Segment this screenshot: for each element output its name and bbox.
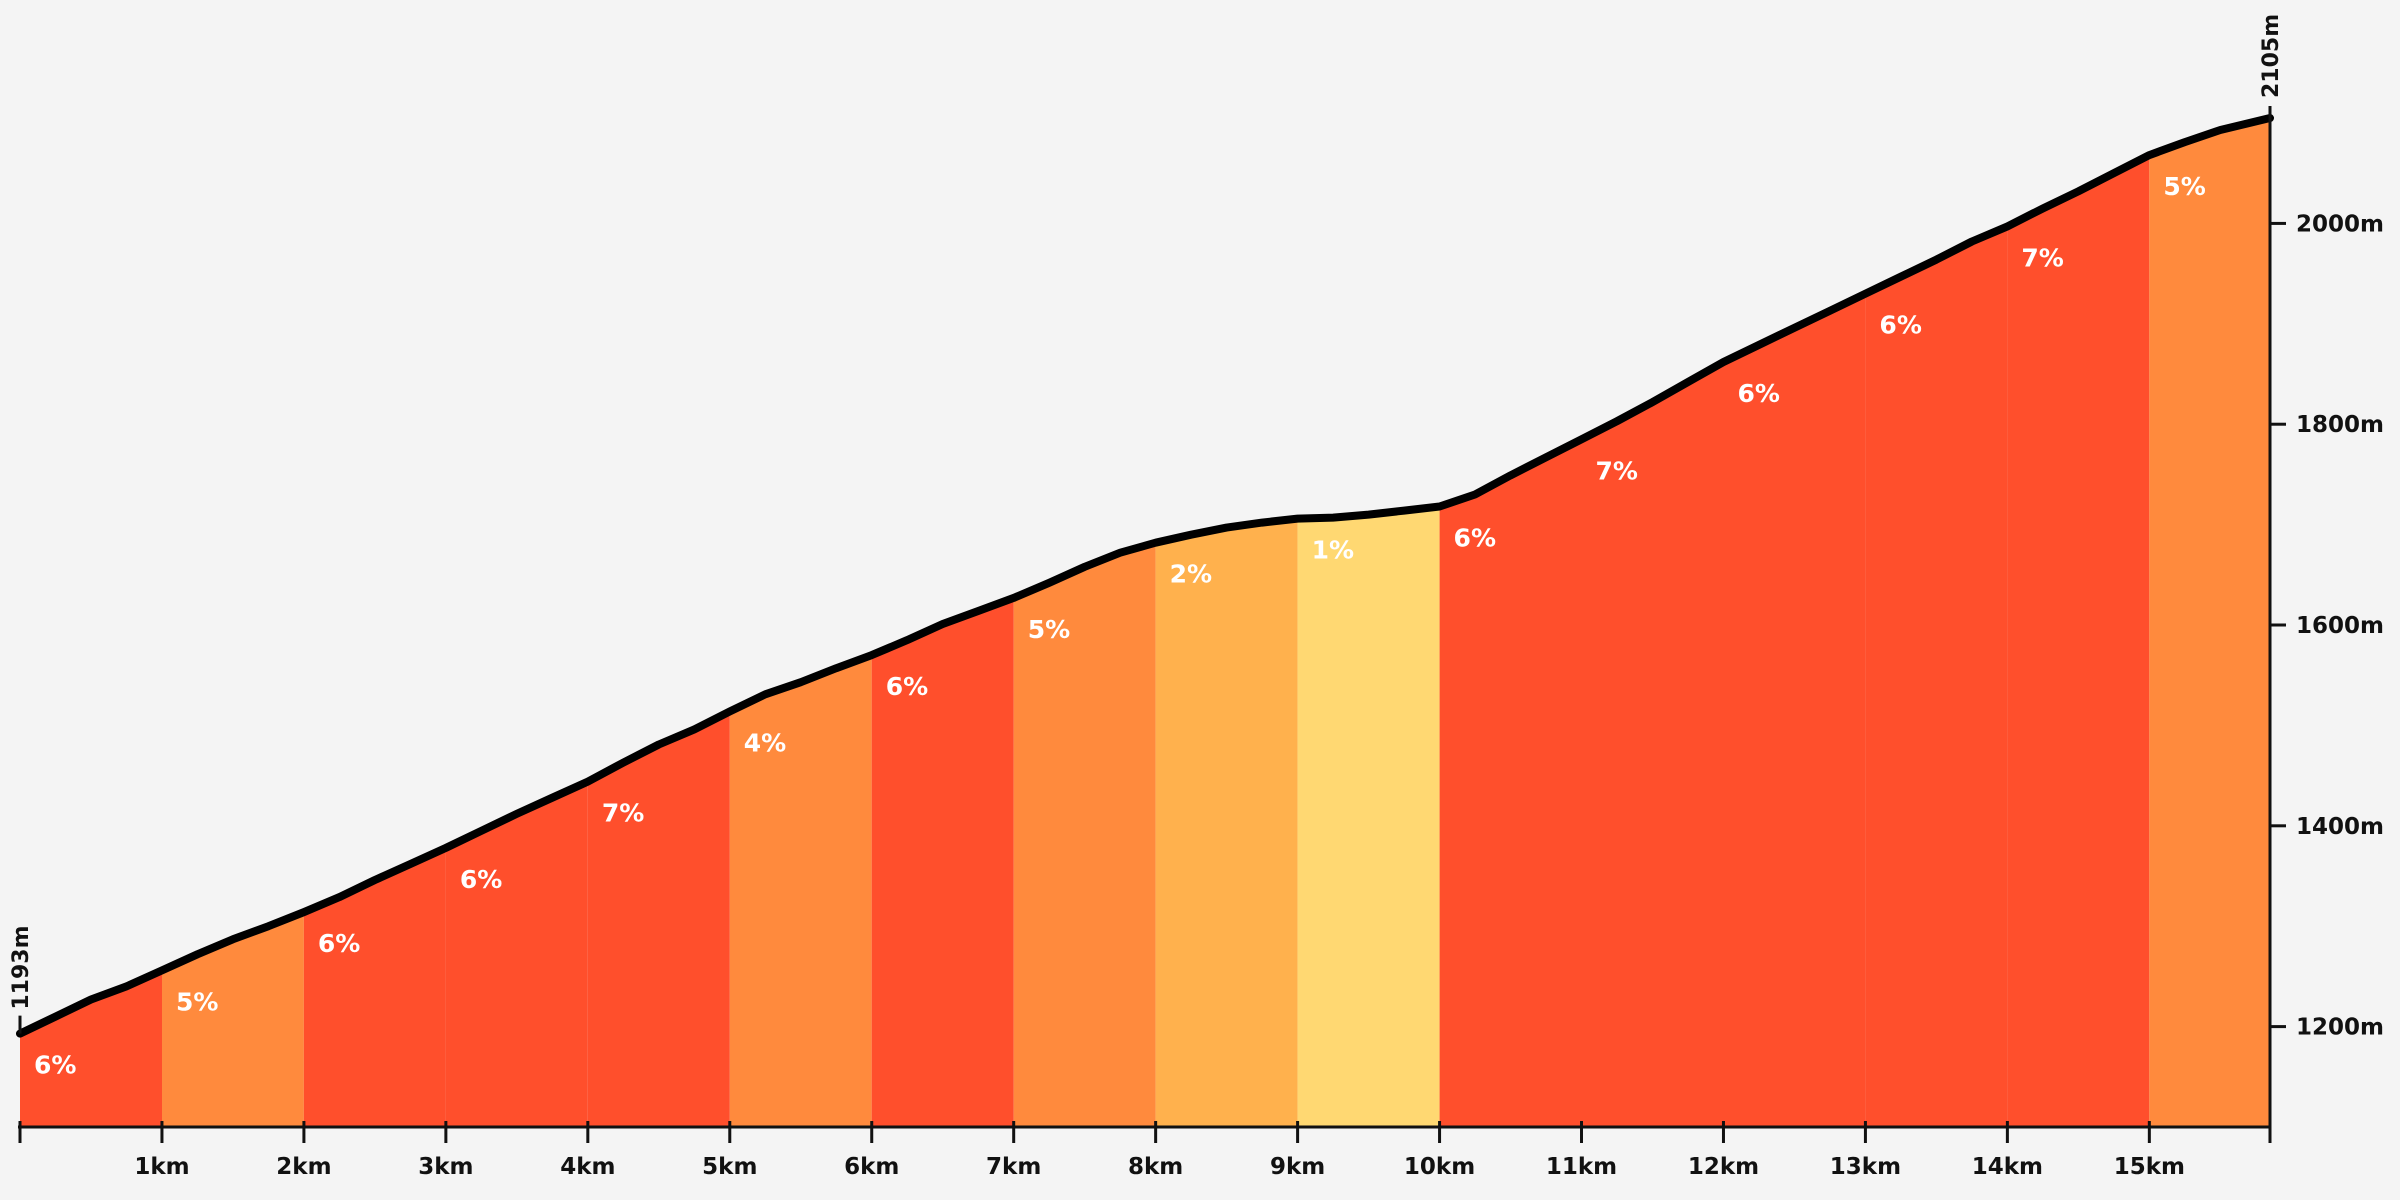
grade-labels: 6% 5% 6% 6% 7% 4% 6% 5% 2% 1% 6% 7% 6% 6% 7% 5% <box>34 172 2206 1079</box>
gradient-segment-10 <box>1297 506 1440 1127</box>
grade-label-15: 7% <box>2021 243 2063 272</box>
grade-label-14: 6% <box>1879 311 1921 340</box>
grade-label-3: 6% <box>318 929 360 958</box>
x-tick-label: 13km <box>1830 1154 1901 1180</box>
x-tick-label: 2km <box>276 1154 331 1180</box>
start-elevation-label: 1193m <box>9 925 34 1009</box>
y-tick-label: 2000m <box>2296 211 2384 237</box>
gradient-segment-1 <box>20 970 162 1127</box>
x-tick-label: 10km <box>1404 1154 1475 1180</box>
gradient-segment-6 <box>729 655 872 1127</box>
gradient-segment-14 <box>1865 226 2008 1127</box>
grade-label-11: 6% <box>1454 524 1496 553</box>
elevation-line <box>16 114 2274 1038</box>
y-tick-label: 1800m <box>2296 412 2384 438</box>
gradient-segments <box>20 118 2270 1128</box>
endpoint-labels: 1193m 2105m <box>9 14 2284 1034</box>
y-axis: 1200m 1400m 1600m 1800m 2000m <box>2268 106 2384 1143</box>
x-tick-label: 4km <box>560 1154 615 1180</box>
gradient-segment-11 <box>1439 439 1582 1127</box>
grade-label-9: 2% <box>1170 560 1212 589</box>
elevation-line-layer <box>16 114 2274 1038</box>
x-tick-label: 1km <box>134 1154 189 1180</box>
grade-label-8: 5% <box>1028 615 1070 644</box>
grade-label-12: 7% <box>1596 456 1638 485</box>
grade-label-10: 1% <box>1312 536 1354 565</box>
gradient-segment-2 <box>162 912 304 1127</box>
gradient-segment-12 <box>1581 362 1724 1127</box>
grade-label-5: 7% <box>602 799 644 828</box>
gradient-segment-16 <box>2149 118 2270 1127</box>
gradient-segment-8 <box>1013 542 1156 1127</box>
x-tick-label: 11km <box>1546 1154 1617 1180</box>
grade-label-13: 6% <box>1737 379 1779 408</box>
x-axis: 1km 2km 3km 4km 5km 6km 7km 8km 9km 10km 11km 12km 1… <box>18 1121 2272 1180</box>
y-tick-label: 1400m <box>2296 814 2384 840</box>
end-elevation-label: 2105m <box>2259 14 2284 98</box>
grade-label-6: 4% <box>744 728 786 757</box>
gradient-segment-3 <box>303 847 446 1127</box>
gradient-segment-9 <box>1155 518 1298 1127</box>
grade-label-4: 6% <box>460 865 502 894</box>
grade-label-2: 5% <box>176 987 218 1016</box>
x-tick-label: 5km <box>702 1154 757 1180</box>
gradient-segment-7 <box>871 597 1014 1127</box>
grade-label-16: 5% <box>2163 172 2205 201</box>
grade-label-7: 6% <box>886 672 928 701</box>
y-tick-label: 1600m <box>2296 613 2384 639</box>
x-tick-label: 3km <box>418 1154 473 1180</box>
gradient-segment-5 <box>587 711 730 1127</box>
x-tick-label: 9km <box>1270 1154 1325 1180</box>
grade-label-1: 6% <box>34 1051 76 1080</box>
gradient-segment-4 <box>445 781 588 1127</box>
x-tick-label: 7km <box>986 1154 1041 1180</box>
gradient-segment-15 <box>2007 155 2150 1128</box>
gradient-segment-13 <box>1723 293 1866 1127</box>
x-tick-label: 12km <box>1688 1154 1759 1180</box>
x-tick-label: 8km <box>1128 1154 1183 1180</box>
x-tick-label: 15km <box>2114 1154 2185 1180</box>
x-tick-label: 6km <box>844 1154 899 1180</box>
x-tick-label: 14km <box>1972 1154 2043 1180</box>
y-tick-label: 1200m <box>2296 1015 2384 1041</box>
